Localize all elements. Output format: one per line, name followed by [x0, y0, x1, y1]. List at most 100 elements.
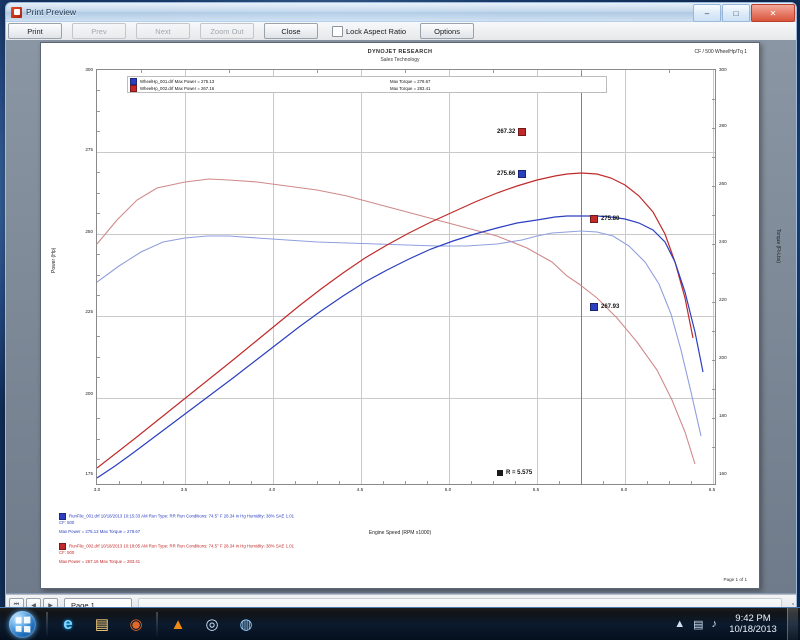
annotation-marker-icon: [518, 170, 527, 178]
chart-legend: WheelHp_001.drf Max Power = 275.13 Max T…: [127, 76, 607, 93]
annotation-value-2: 275.80: [601, 216, 620, 222]
dyno-chart-plot[interactable]: WheelHp_001.drf Max Power = 275.13 Max T…: [96, 69, 716, 485]
run-note-2-line-1: RunFile_002.drf 10/18/2013 10:18:05 AM R…: [59, 543, 294, 550]
clock[interactable]: 9:42 PM 10/18/2013: [721, 613, 785, 635]
next-page-button[interactable]: Next: [136, 23, 190, 39]
gridline-v: [361, 70, 362, 484]
gridline-v: [713, 70, 714, 484]
legend-label-1: WheelHp_002.drf Max Power = 267.16: [140, 86, 215, 91]
clock-time: 9:42 PM: [735, 613, 771, 624]
network-icon[interactable]: ▤: [693, 618, 704, 631]
lock-aspect-ratio-label: Lock Aspect Ratio: [346, 26, 407, 36]
x-tick-4: 5.0: [444, 487, 452, 492]
run-note-1-line-2: CF: 500: [59, 520, 75, 525]
ratio-marker-icon: [497, 470, 503, 476]
gridline-h: [97, 152, 715, 153]
y-tick-right-0: 300: [719, 67, 727, 72]
prev-page-button[interactable]: Prev: [72, 23, 126, 39]
preview-toolbar: Print Prev Next Zoom Out Close Lock Aspe…: [6, 22, 796, 41]
taskbar-globe-icon[interactable]: ◍: [239, 616, 253, 633]
run-note-2-line-3: Max Power = 267.16 Max Torque = 283.41: [59, 559, 141, 564]
ratio-readout: R = 5.575: [497, 470, 532, 476]
cursor-line[interactable]: [581, 70, 582, 484]
taskbar-chrome-icon[interactable]: ◎: [205, 616, 219, 633]
run-note-2-line-2: CF: 500: [59, 550, 75, 555]
x-tick-0: 3.0: [93, 487, 101, 492]
annotation-value-0: 267.32: [497, 129, 516, 135]
legend-item: WheelHp_001.drf Max Power = 275.13 Max T…: [130, 78, 604, 85]
annotation-torque-red: 275.80: [587, 215, 619, 223]
options-button[interactable]: Options: [420, 23, 475, 39]
minimize-button[interactable]: –: [693, 4, 721, 22]
annotation-torque-blue: 267.93: [587, 303, 619, 311]
x-axis-label: Engine Speed (RPM x1000): [368, 530, 432, 536]
close-button[interactable]: ✕: [751, 4, 795, 22]
legend-item: WheelHp_002.drf Max Power = 267.16 Max T…: [130, 85, 604, 92]
dynojet-app-icon: [10, 6, 23, 19]
curve-torque-blue: [97, 230, 702, 437]
y-tick-left-4: 200: [85, 391, 93, 396]
y-tick-left-1: 275: [85, 147, 93, 152]
gridline-v: [449, 70, 450, 484]
gridline-v: [625, 70, 626, 484]
report-title: DYNOJET RESEARCH: [367, 49, 433, 55]
y-tick-left-3: 225: [85, 309, 93, 314]
y-axis-label-right: Torque (Ft-Lbs): [775, 228, 781, 263]
volume-icon[interactable]: ♪: [711, 618, 718, 630]
y-tick-left-2: 250: [85, 229, 93, 234]
y-tick-right-7: 160: [719, 471, 727, 476]
gridline-v: [273, 70, 274, 484]
taskbar-internet-explorer-icon[interactable]: e: [63, 614, 73, 633]
annotation-power-red: 267.32: [497, 128, 529, 136]
annotation-power-blue: 275.66: [497, 170, 529, 178]
legend-label-0: WheelHp_001.drf Max Power = 275.13: [140, 79, 215, 84]
windows-logo-icon: [8, 610, 36, 638]
curve-power-red: [97, 172, 694, 469]
taskbar-folder-icon[interactable]: ▤: [94, 616, 110, 633]
show-hidden-icons-icon[interactable]: ▲: [674, 618, 686, 630]
window-titlebar[interactable]: Print Preview – □ ✕: [6, 3, 796, 22]
x-tick-5: 5.5: [532, 487, 540, 492]
ratio-value: R = 5.575: [506, 470, 533, 476]
system-tray: ▲ ▤ ♪ 9:42 PM 10/18/2013: [670, 608, 800, 640]
print-preview-window: Print Preview – □ ✕ Print Prev Next Zoom…: [5, 2, 797, 616]
y-tick-right-2: 260: [719, 181, 727, 186]
annotation-value-3: 267.93: [601, 304, 620, 310]
annotation-marker-icon: [590, 215, 598, 223]
x-tick-6: 6.0: [620, 487, 628, 492]
note-swatch-icon: [59, 513, 66, 520]
close-preview-button[interactable]: Close: [264, 23, 318, 39]
windows-taskbar: e ▤ ◉ ▲ ◎ ◍ ▲ ▤ ♪ 9:42 PM 10/18/2013: [0, 607, 800, 640]
run-note-1-line-3: Max Power = 275.13 Max Torque = 278.67: [59, 529, 141, 534]
note-2-text: RunFile_002.drf 10/18/2013 10:18:05 AM R…: [69, 543, 294, 549]
show-desktop-button[interactable]: [787, 608, 798, 640]
gridline-h: [97, 316, 715, 317]
maximize-button[interactable]: □: [722, 4, 750, 22]
start-button[interactable]: [1, 609, 43, 639]
taskbar-divider: [46, 612, 48, 636]
annotation-marker-icon: [518, 128, 527, 136]
taskbar-media-player-icon[interactable]: ◉: [129, 616, 143, 633]
clock-date: 10/18/2013: [729, 624, 777, 635]
report-page-footer: Page 1 of 1: [723, 577, 748, 582]
gridline-v: [537, 70, 538, 484]
x-tick-7: 6.5: [708, 487, 716, 492]
legend-swatch-icon: [130, 78, 137, 85]
window-title: Print Preview: [26, 7, 77, 17]
curve-torque-red: [97, 178, 696, 465]
y-tick-right-1: 280: [719, 123, 727, 128]
chart-curves: [97, 172, 704, 479]
x-tick-1: 3.5: [180, 487, 188, 492]
taskbar-vlc-icon[interactable]: ▲: [170, 615, 186, 633]
print-button[interactable]: Print: [8, 23, 62, 39]
preview-canvas[interactable]: DYNOJET RESEARCH Sales Technology CF / 5…: [6, 40, 796, 593]
lock-aspect-ratio-checkbox[interactable]: Lock Aspect Ratio: [328, 25, 410, 37]
y-tick-right-4: 220: [719, 297, 727, 302]
note-swatch-icon: [59, 543, 66, 550]
gridline-v: [185, 70, 186, 484]
resize-grip[interactable]: [787, 599, 796, 611]
curve-power-blue: [97, 215, 704, 479]
report-header-right: CF / 500 WheelHp/Tq 1: [694, 49, 747, 55]
zoom-out-button[interactable]: Zoom Out: [200, 23, 254, 39]
annotation-marker-icon: [590, 303, 598, 311]
